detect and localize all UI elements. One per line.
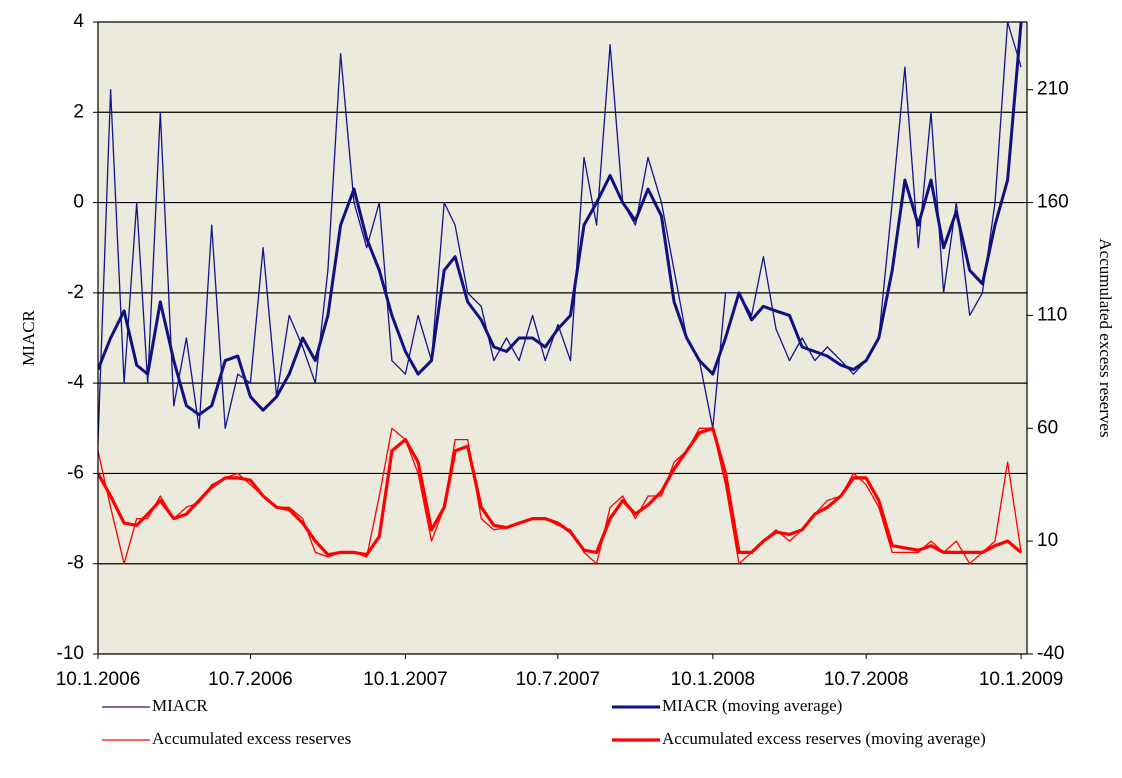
y2-tick-label: 10	[1037, 530, 1058, 551]
x-tick-label: 10.7.2008	[824, 669, 909, 690]
series-line	[98, 426, 1023, 557]
y-tick-label: -4	[67, 372, 84, 393]
x-tick-label: 10.7.2006	[208, 669, 293, 690]
y-axis-label: MIACR	[19, 309, 38, 365]
y2-tick-label: 110	[1037, 304, 1067, 325]
y2-tick-label: 160	[1037, 192, 1069, 213]
x-tick-label: 10.1.2006	[56, 669, 141, 690]
y-tick-label: -10	[57, 643, 84, 664]
series-line	[98, 22, 1023, 417]
y-tick-label: -8	[67, 553, 84, 574]
legend-label: MIACR	[152, 696, 208, 715]
x-tick-label: 10.1.2009	[979, 669, 1064, 690]
x-tick-label: 10.7.2007	[516, 669, 601, 690]
legend-label: MIACR (moving average)	[662, 696, 842, 715]
y-tick-label: 4	[73, 11, 84, 32]
y2-axis-label: Accumulated excess reserves	[1096, 238, 1115, 437]
y-tick-label: 2	[73, 101, 84, 122]
lines	[98, 22, 1023, 565]
y-tick-label: -6	[67, 462, 84, 483]
series-line	[98, 427, 1022, 565]
legend: MIACR MIACR (moving average) Accumulated e…	[102, 696, 986, 748]
x-tick-label: 10.1.2008	[671, 669, 756, 690]
legend-label: Accumulated excess reserves (moving aver…	[662, 729, 986, 748]
axes: -10 -8 -6 -4 -2 0 2 4 -40 10 60 110 160 210 10.1.2006 1…	[56, 11, 1069, 690]
grid	[98, 21, 1027, 655]
legend-label: Accumulated excess reserves	[152, 729, 351, 748]
y2-tick-label: 60	[1037, 417, 1058, 438]
y-tick-label: -2	[67, 282, 84, 303]
y2-tick-label: 210	[1037, 79, 1069, 100]
x-tick-label: 10.1.2007	[363, 669, 448, 690]
y-tick-label: 0	[73, 192, 84, 213]
y2-tick-label: -40	[1037, 643, 1064, 664]
